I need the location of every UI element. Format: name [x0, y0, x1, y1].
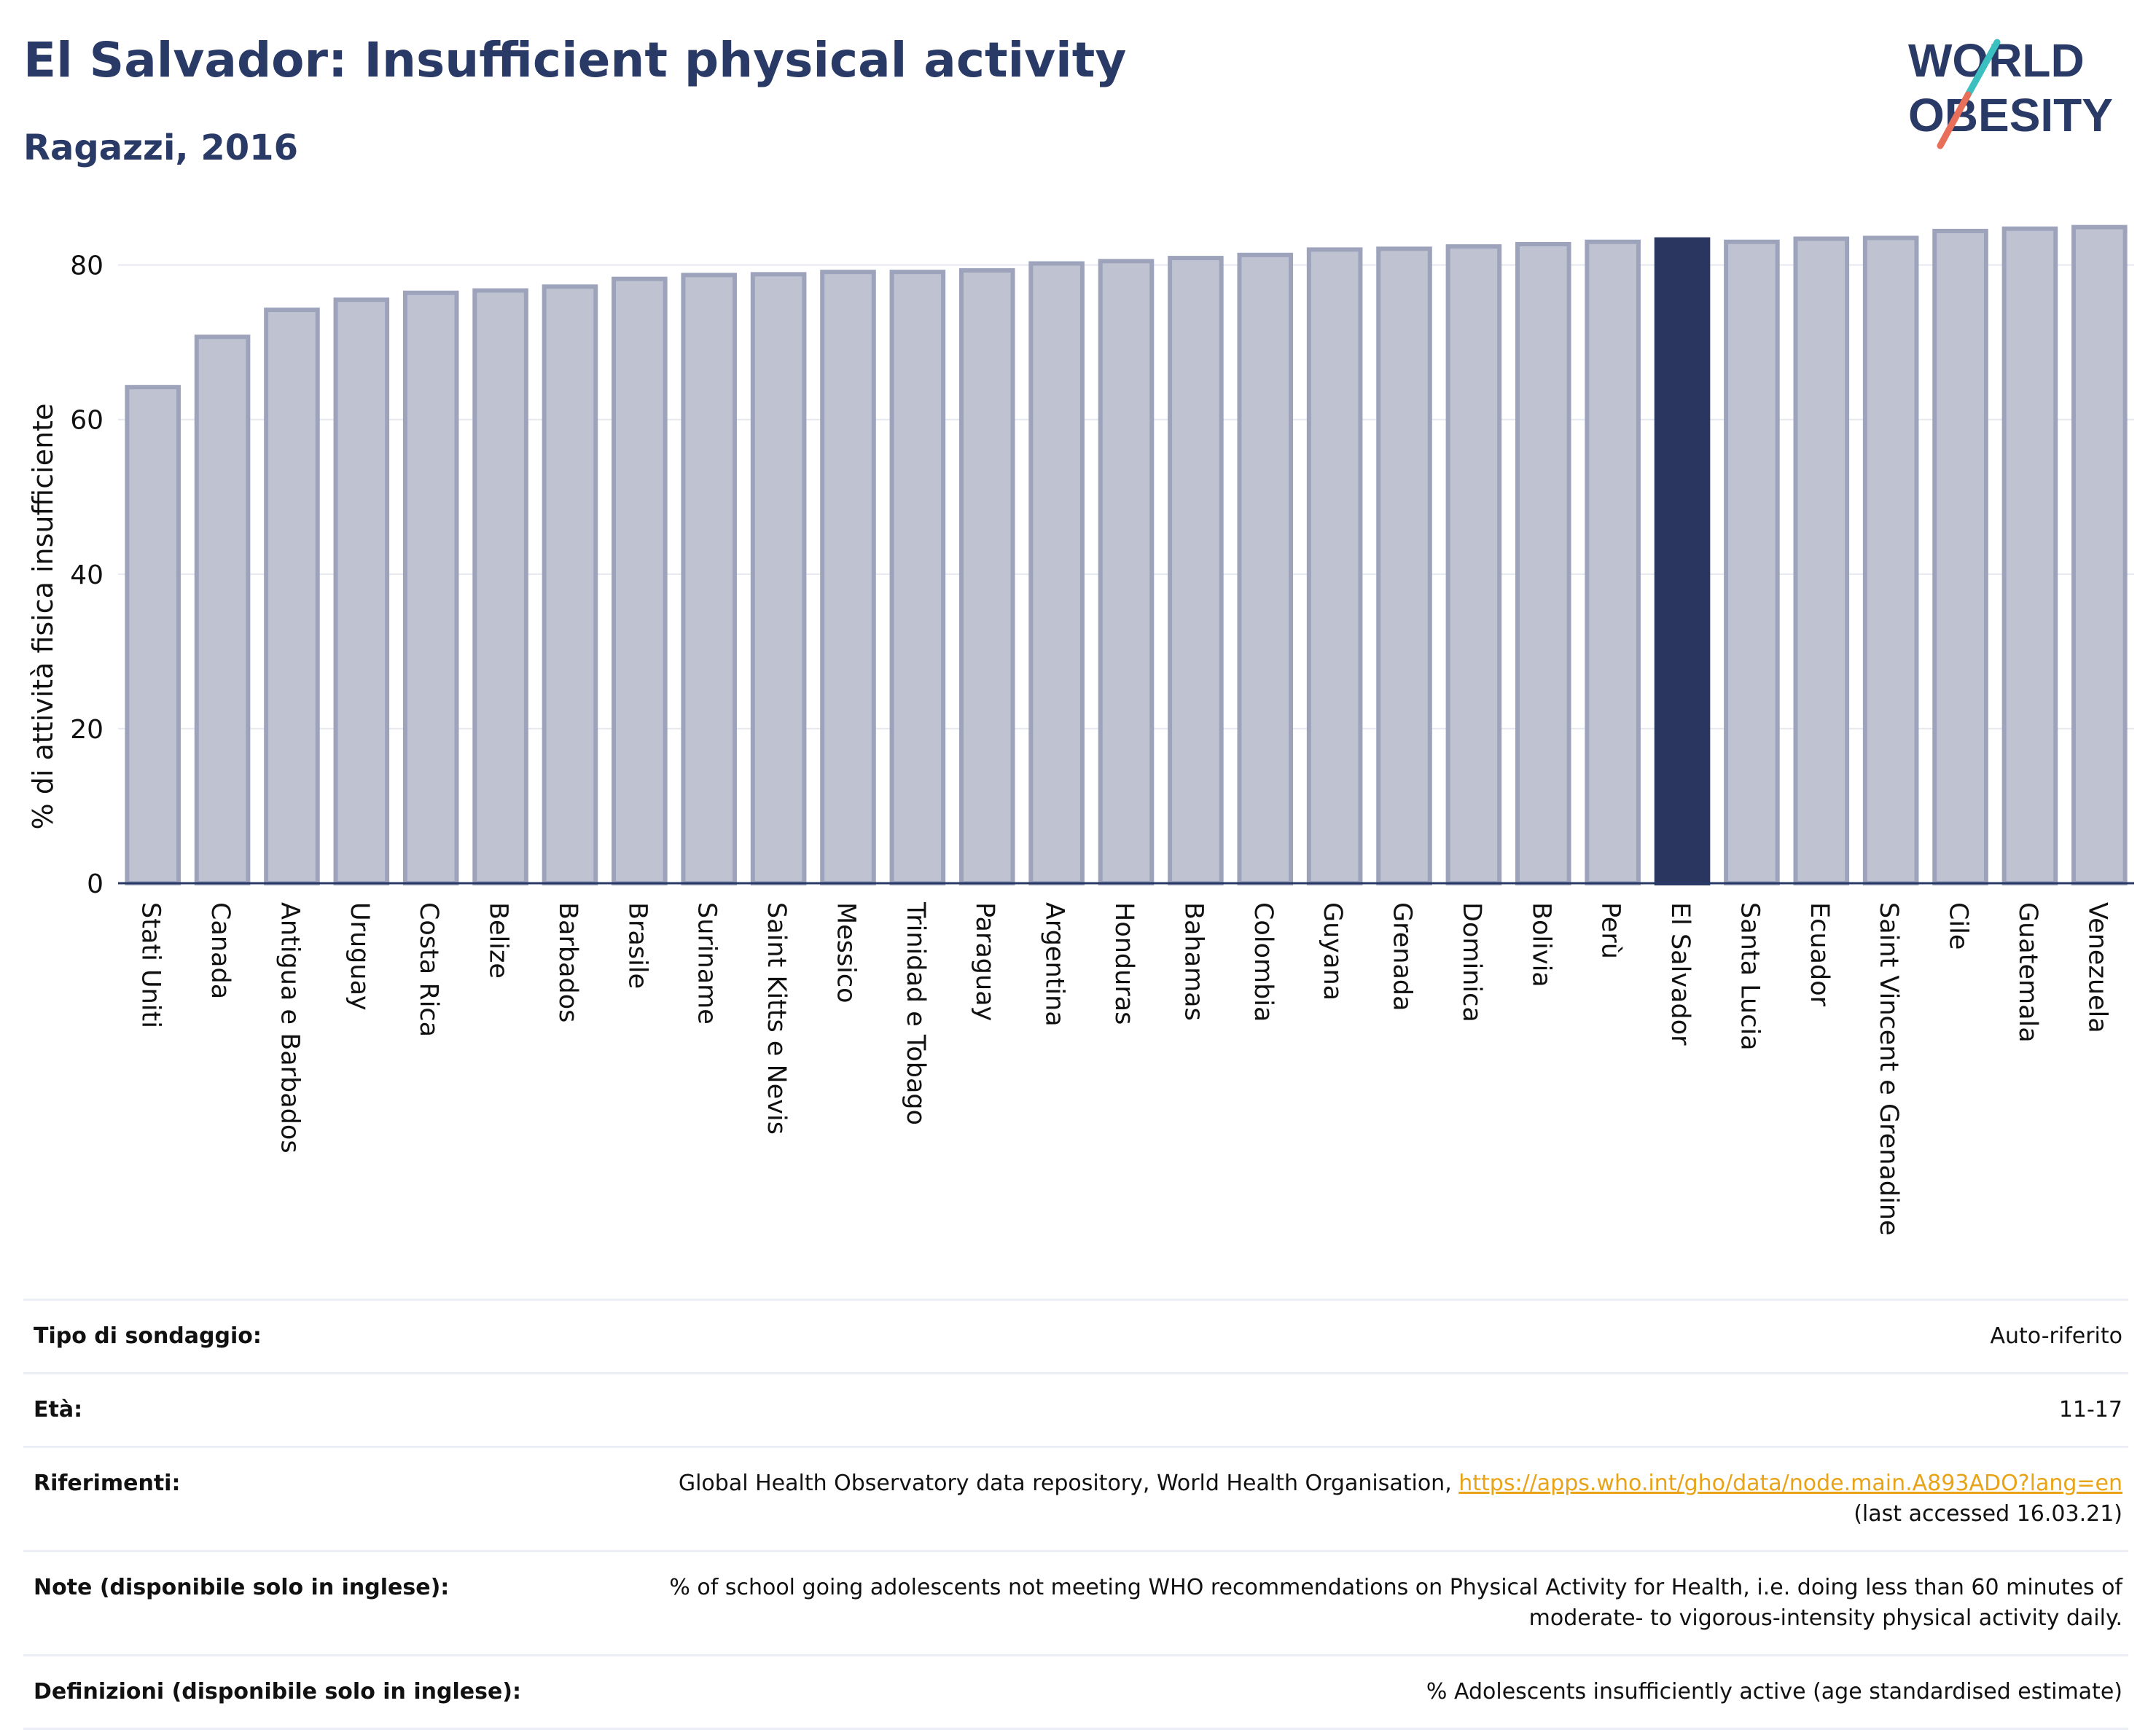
x-tick-label: Argentina — [1040, 902, 1069, 1027]
bar-grenada — [1376, 246, 1432, 885]
bar-brasile — [612, 276, 668, 885]
meta-value-text: Auto-riferito — [1990, 1323, 2122, 1349]
x-tick-label: Suriname — [692, 902, 722, 1025]
bar-bahamas — [1168, 256, 1224, 885]
y-tick-label: 60 — [70, 406, 103, 436]
y-axis-label: % di attività fisica insufficiente — [27, 404, 59, 830]
y-tick-label: 20 — [70, 715, 103, 745]
x-tick-label: Saint Vincent e Grenadine — [1874, 902, 1903, 1236]
y-tick-label: 0 — [87, 869, 103, 899]
meta-label: Riferimenti: — [34, 1471, 181, 1496]
bar-uruguay — [333, 297, 390, 886]
x-tick-label: Honduras — [1109, 902, 1138, 1025]
x-tick-label: Grenada — [1388, 902, 1417, 1011]
x-tick-label: Dominica — [1457, 902, 1486, 1022]
x-tick-label: Guatemala — [2013, 902, 2042, 1043]
x-tick-label: Cile — [1944, 902, 1973, 950]
world-obesity-logo: WORLD OBESITY — [1908, 34, 2113, 149]
x-tick-label: Santa Lucia — [1735, 902, 1764, 1051]
bar-barbados — [542, 284, 598, 885]
meta-label: Definizioni (disponibile solo in inglese… — [34, 1679, 521, 1704]
meta-row: Età: 11-17 — [23, 1372, 2128, 1446]
x-tick-label: Stati Uniti — [136, 902, 165, 1028]
meta-row: Definizioni (disponibile solo in inglese… — [23, 1654, 2128, 1730]
meta-value: % of school going adolescents not meetin… — [592, 1573, 2122, 1634]
chart-subtitle: Ragazzi, 2016 — [23, 128, 298, 168]
logo-slash-coral — [1937, 91, 1972, 149]
meta-label: Tipo di sondaggio: — [34, 1323, 262, 1349]
x-tick-label: Costa Rica — [414, 902, 443, 1037]
bar-stati-uniti — [125, 385, 181, 885]
bar-costa-rica — [402, 290, 459, 886]
bar-belize — [472, 288, 528, 886]
x-tick-label: Brasile — [622, 902, 652, 989]
bar-venezuela — [2071, 224, 2128, 886]
bar-per- — [1585, 239, 1641, 885]
meta-row: Note (disponibile solo in inglese): % of … — [23, 1550, 2128, 1654]
bar-saint-kitts-e-nevis — [750, 272, 807, 885]
bar-colombia — [1237, 252, 1294, 885]
reference-link[interactable]: https://apps.who.int/gho/data/node.main.… — [1458, 1471, 2122, 1496]
x-tick-label: Barbados — [553, 902, 582, 1022]
bar-honduras — [1098, 259, 1155, 886]
logo-slash-teal — [1964, 39, 2001, 98]
bar-santa-lucia — [1724, 239, 1780, 885]
x-tick-label: Perù — [1596, 902, 1625, 959]
x-tick-label: Saint Kitts e Nevis — [762, 902, 791, 1135]
bar-trinidad-e-tobago — [889, 270, 946, 885]
x-tick-label: Belize — [484, 902, 513, 979]
meta-value-text: 11-17 — [2058, 1397, 2122, 1422]
x-tick-label: Trinidad e Tobago — [901, 901, 930, 1125]
bar-chart: 0 20 40 60 80 Stati Uniti Canada Antigua e Bar… — [27, 224, 2134, 1236]
x-tick-label: Bahamas — [1179, 902, 1208, 1021]
x-tick-label: Paraguay — [970, 902, 999, 1021]
chart-title: El Salvador: Insufficient physical activ… — [23, 32, 1127, 88]
x-tick-label: Bolivia — [1526, 902, 1555, 987]
bar-antigua-e-barbados — [264, 308, 320, 885]
x-tick-label: El Salvador — [1665, 902, 1695, 1046]
y-axis-ticks: 0 20 40 60 80 — [70, 251, 103, 899]
x-axis-labels: Stati Uniti Canada Antigua e Barbados Urugu… — [136, 901, 2112, 1236]
y-tick-label: 40 — [70, 560, 103, 590]
metadata-table: Tipo di sondaggio: Auto-riferito Età: 11-17… — [23, 1299, 2128, 1730]
meta-value: Global Health Observatory data repositor… — [679, 1468, 2122, 1530]
meta-label: Età: — [34, 1397, 83, 1422]
y-tick-label: 80 — [70, 251, 103, 281]
bars — [125, 224, 2128, 886]
bar-ecuador — [1793, 236, 1850, 885]
meta-value-text: % Adolescents insufficiently active (age… — [1426, 1679, 2122, 1704]
x-tick-label: Uruguay — [345, 902, 374, 1011]
meta-row: Tipo di sondaggio: Auto-riferito — [23, 1299, 2128, 1372]
x-tick-label: Guyana — [1318, 902, 1347, 1001]
meta-value: Auto-riferito — [1990, 1321, 2122, 1352]
meta-value-extra: (last accessed 16.03.21) — [1854, 1501, 2122, 1527]
bar-paraguay — [958, 268, 1015, 885]
x-tick-label: Messico — [831, 902, 860, 1003]
bar-canada — [194, 334, 251, 885]
meta-value: 11-17 — [2059, 1395, 2122, 1425]
bar-argentina — [1028, 261, 1085, 886]
meta-row: Riferimenti: Global Health Observatory da… — [23, 1446, 2128, 1550]
meta-value-text: % of school going adolescents not meetin… — [669, 1575, 2122, 1631]
bar-bolivia — [1515, 241, 1571, 885]
bar-dominica — [1445, 244, 1502, 885]
logo-line2: OBESITY — [1908, 89, 2113, 141]
bar-saint-vincent-e-grenadine — [1862, 235, 1919, 885]
bar-messico — [820, 270, 876, 885]
x-tick-label: Canada — [206, 902, 235, 999]
x-tick-label: Antigua e Barbados — [275, 902, 304, 1154]
meta-value-text: Global Health Observatory data repositor… — [678, 1471, 1459, 1496]
x-tick-label: Ecuador — [1805, 902, 1834, 1007]
bar-guatemala — [2001, 226, 2058, 885]
meta-value: % Adolescents insufficiently active (age… — [1426, 1677, 2122, 1707]
x-tick-label: Venezuela — [2082, 902, 2112, 1033]
bar-suriname — [681, 273, 738, 885]
bar-el-salvador — [1654, 237, 1711, 885]
bar-guyana — [1306, 247, 1363, 886]
meta-label: Note (disponibile solo in inglese): — [34, 1575, 450, 1600]
x-tick-label: Colombia — [1249, 902, 1278, 1022]
bar-cile — [1932, 228, 1988, 885]
